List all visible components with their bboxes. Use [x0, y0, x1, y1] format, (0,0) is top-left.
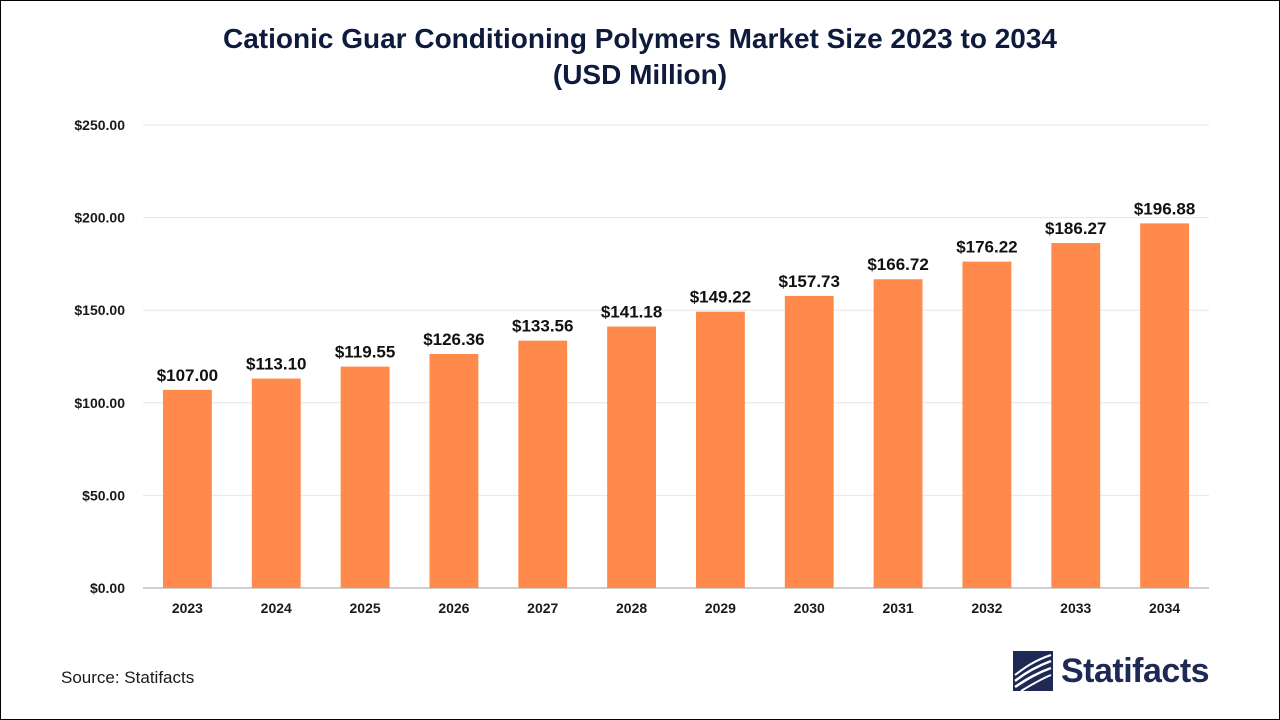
chart-title-line-1: Cationic Guar Conditioning Polymers Mark… — [222, 23, 1057, 54]
data-label: $113.10 — [246, 355, 307, 374]
data-label: $186.27 — [1045, 219, 1106, 238]
bar — [962, 261, 1012, 588]
bar — [695, 311, 745, 588]
x-tick-label: 2032 — [971, 600, 1002, 616]
statifacts-logo-icon — [1013, 651, 1053, 691]
x-tick-label: 2034 — [1149, 600, 1180, 616]
data-label: $119.55 — [335, 343, 396, 362]
data-label: $157.73 — [779, 272, 840, 291]
bar — [429, 353, 479, 588]
x-tick-label: 2024 — [261, 600, 292, 616]
x-tick-label: 2023 — [172, 600, 203, 616]
bar — [607, 326, 657, 588]
y-tick-label: $200.00 — [74, 210, 125, 226]
x-tick-label: 2033 — [1060, 600, 1091, 616]
data-label: $107.00 — [157, 366, 218, 385]
data-label: $141.18 — [601, 303, 662, 322]
x-tick-label: 2030 — [794, 600, 825, 616]
bar — [873, 279, 923, 588]
data-label: $166.72 — [867, 255, 928, 274]
bar — [518, 340, 568, 588]
data-label: $126.36 — [423, 330, 484, 349]
data-label: $149.22 — [690, 288, 751, 307]
y-tick-label: $50.00 — [82, 487, 125, 503]
chart-title-line-2: (USD Million) — [552, 59, 728, 90]
bar — [162, 389, 212, 588]
statifacts-logo: Statifacts — [1013, 649, 1210, 693]
bar — [251, 378, 301, 588]
chart-title: Cationic Guar Conditioning Polymers Mark… — [1, 21, 1279, 93]
x-tick-label: 2027 — [527, 600, 558, 616]
bar — [1140, 223, 1190, 588]
data-label: $196.88 — [1134, 199, 1195, 218]
x-tick-label: 2029 — [705, 600, 736, 616]
bar — [784, 295, 834, 588]
data-label: $176.22 — [956, 238, 1017, 257]
x-tick-label: 2025 — [350, 600, 381, 616]
x-tick-label: 2028 — [616, 600, 647, 616]
y-tick-label: $100.00 — [74, 395, 125, 411]
source-note: Source: Statifacts — [61, 668, 195, 687]
y-tick-label: $150.00 — [74, 302, 125, 318]
bar — [1051, 243, 1101, 588]
bar — [340, 366, 390, 588]
y-tick-label: $0.00 — [90, 580, 125, 596]
x-tick-label: 2031 — [883, 600, 914, 616]
data-label: $133.56 — [512, 317, 573, 336]
x-tick-label: 2026 — [438, 600, 469, 616]
y-tick-label: $250.00 — [74, 117, 125, 133]
statifacts-logo-text: Statifacts — [1061, 651, 1210, 690]
